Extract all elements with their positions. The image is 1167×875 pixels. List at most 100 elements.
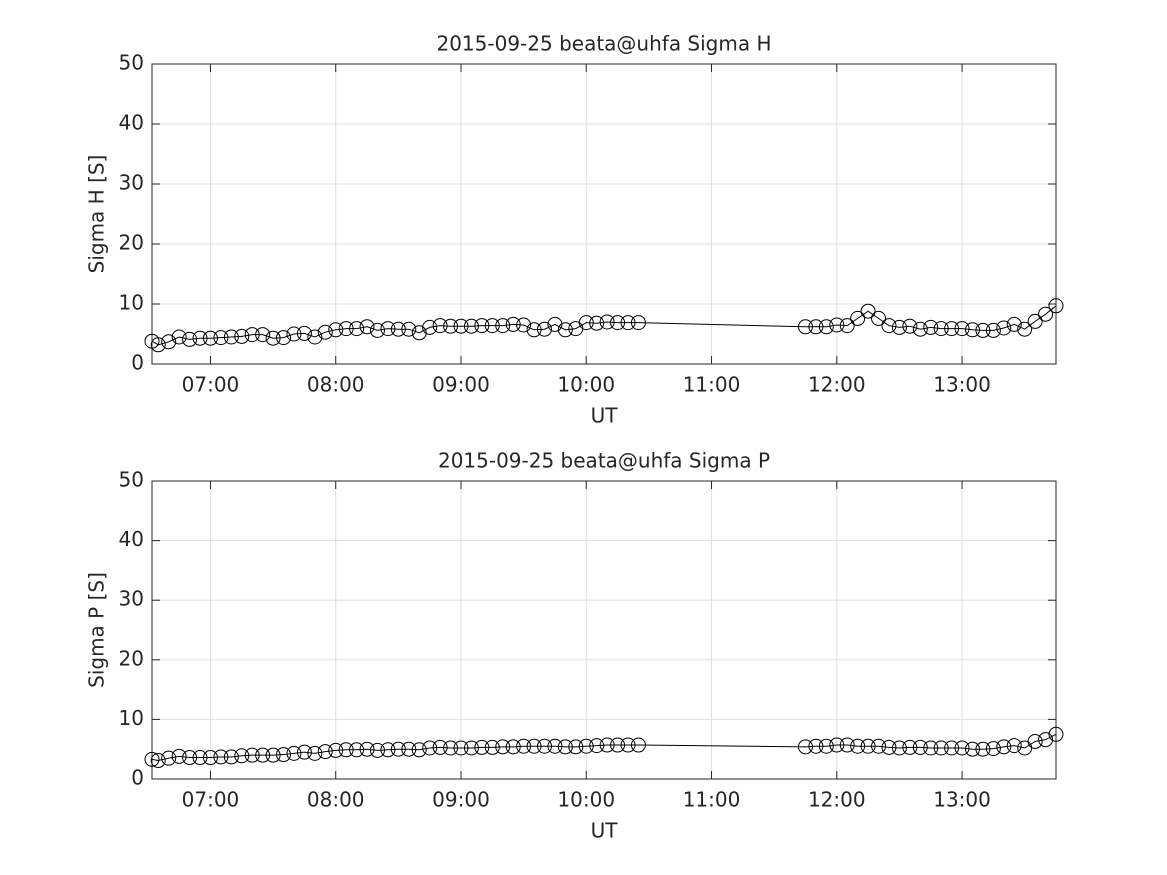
data-marker	[516, 738, 532, 754]
data-marker	[933, 740, 949, 756]
x-tick-label: 11:00	[683, 788, 741, 812]
data-marker	[349, 321, 365, 337]
data-marker	[526, 738, 542, 754]
data-marker	[578, 315, 594, 331]
data-marker	[192, 750, 208, 766]
data-marker	[536, 738, 552, 754]
data-line	[151, 733, 1057, 762]
x-axis-label: UT	[591, 819, 619, 843]
data-marker	[557, 739, 573, 755]
data-marker	[369, 322, 385, 338]
data-marker	[307, 745, 323, 761]
data-marker	[380, 742, 396, 758]
data-marker	[954, 740, 970, 756]
data-marker	[902, 739, 918, 755]
data-marker	[797, 739, 813, 755]
y-tick-label: 20	[119, 646, 144, 670]
data-marker	[317, 324, 333, 340]
data-marker	[213, 330, 229, 346]
data-marker	[495, 739, 511, 755]
x-tick-label: 10:00	[557, 373, 615, 397]
x-tick-label: 09:00	[432, 788, 490, 812]
data-marker	[808, 319, 824, 335]
data-marker	[996, 739, 1012, 755]
chart-title: 2015-09-25 beata@uhfa Sigma P	[438, 449, 770, 473]
x-tick-label: 09:00	[432, 373, 490, 397]
data-line	[151, 305, 1057, 346]
data-marker	[223, 329, 239, 345]
data-marker	[255, 747, 271, 763]
data-marker	[182, 331, 198, 347]
x-tick-label: 07:00	[182, 788, 240, 812]
data-marker	[589, 738, 605, 754]
data-marker	[516, 317, 532, 333]
data-marker	[390, 741, 406, 757]
data-marker	[944, 740, 960, 756]
x-axis-label: UT	[591, 404, 619, 428]
data-marker	[1038, 732, 1054, 748]
data-marker	[923, 740, 939, 756]
y-axis-label: Sigma P [S]	[85, 572, 109, 688]
x-tick-label: 12:00	[808, 373, 866, 397]
data-marker	[182, 750, 198, 766]
data-marker	[1006, 316, 1022, 332]
data-marker	[276, 330, 292, 346]
y-tick-label: 40	[119, 111, 144, 135]
data-marker	[255, 327, 271, 343]
data-marker	[818, 738, 834, 754]
data-marker	[557, 322, 573, 338]
data-marker	[589, 315, 605, 331]
x-tick-label: 12:00	[808, 788, 866, 812]
data-marker	[1038, 306, 1054, 322]
data-marker	[902, 318, 918, 334]
data-marker	[202, 750, 218, 766]
data-marker	[944, 321, 960, 337]
data-marker	[881, 739, 897, 755]
data-marker	[234, 328, 250, 344]
data-marker	[265, 330, 281, 346]
data-marker	[307, 329, 323, 345]
data-marker	[150, 337, 166, 353]
data-marker	[829, 317, 845, 333]
data-marker	[547, 316, 563, 332]
data-marker	[881, 318, 897, 334]
y-tick-label: 10	[119, 706, 144, 730]
data-marker	[1027, 313, 1043, 329]
data-marker	[422, 319, 438, 335]
x-tick-label: 13:00	[933, 788, 991, 812]
data-marker	[912, 739, 928, 755]
data-marker	[850, 738, 866, 754]
data-marker	[1006, 738, 1022, 754]
data-marker	[808, 738, 824, 754]
data-marker	[244, 747, 260, 763]
data-marker	[599, 737, 615, 753]
data-marker	[484, 739, 500, 755]
data-marker	[380, 321, 396, 337]
data-marker	[985, 322, 1001, 338]
axes-box	[151, 63, 1057, 365]
chart-title: 2015-09-25 beata@uhfa Sigma H	[436, 32, 771, 56]
data-marker	[599, 314, 615, 330]
data-marker	[975, 322, 991, 338]
data-marker	[213, 749, 229, 765]
data-marker	[620, 315, 636, 331]
data-marker	[432, 739, 448, 755]
x-tick-label: 08:00	[307, 373, 365, 397]
data-marker	[171, 748, 187, 764]
data-marker	[891, 740, 907, 756]
x-tick-label: 07:00	[182, 373, 240, 397]
data-marker	[871, 738, 887, 754]
data-marker	[891, 319, 907, 335]
data-marker	[985, 741, 1001, 757]
x-tick-label: 11:00	[683, 373, 741, 397]
data-marker	[505, 316, 521, 332]
data-marker	[620, 737, 636, 753]
data-marker	[568, 739, 584, 755]
data-marker	[276, 747, 292, 763]
data-marker	[933, 321, 949, 337]
data-marker	[422, 740, 438, 756]
data-marker	[839, 318, 855, 334]
data-marker	[610, 315, 626, 331]
data-marker	[964, 322, 980, 338]
